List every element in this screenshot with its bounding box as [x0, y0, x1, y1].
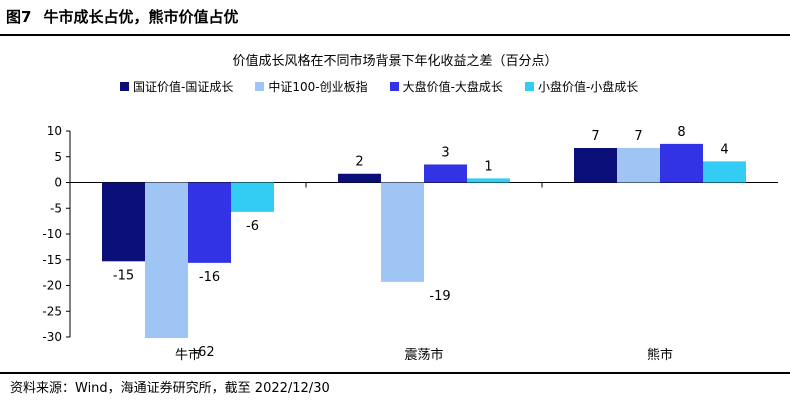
legend-item-0: 国证价值-国证成长 — [120, 78, 233, 95]
legend-label-2: 大盘价值-大盘成长 — [402, 80, 503, 94]
bar-2-0 — [188, 182, 231, 263]
bar-1-2 — [617, 147, 660, 183]
source-note: 资料来源：Wind，海通证券研究所，截至 2022/12/30 — [10, 381, 330, 396]
bar-3-0 — [231, 182, 274, 212]
y-tick-label: -15 — [42, 253, 62, 267]
category-label: 震荡市 — [404, 347, 443, 363]
legend-swatch-2 — [389, 82, 399, 91]
y-tick-label: -10 — [42, 227, 62, 241]
legend-item-3: 小盘价值-小盘成长 — [524, 78, 639, 95]
bottom-rule — [0, 372, 790, 374]
data-label: 2 — [355, 155, 363, 170]
category-label: 熊市 — [647, 347, 673, 363]
figure-title-row: 图7 牛市成长占优，熊市价值占优 — [6, 6, 238, 27]
y-tick-label: -25 — [42, 304, 62, 318]
y-tick-label: 10 — [47, 124, 62, 138]
category-label: 牛市 — [175, 347, 201, 363]
bar-2-2 — [660, 143, 703, 183]
data-label: -19 — [429, 289, 450, 304]
data-label: -62 — [193, 345, 214, 360]
y-tick-label: 0 — [54, 176, 62, 190]
chart-title: 价值成长风格在不同市场背景下年化收益之差（百分点） — [232, 54, 558, 69]
figure-number: 图7 — [6, 8, 32, 26]
y-tick-label: -20 — [42, 279, 62, 293]
bar-0-0 — [102, 182, 145, 262]
legend-swatch-1 — [255, 82, 265, 91]
y-tick-label: -5 — [50, 201, 62, 215]
legend-swatch-0 — [120, 82, 129, 91]
legend-swatch-3 — [524, 82, 534, 91]
data-label: 3 — [441, 145, 449, 160]
data-label: -16 — [199, 270, 220, 285]
data-label: 8 — [677, 125, 685, 140]
legend-label-0: 国证价值-国证成长 — [133, 80, 234, 94]
bar-2-1 — [424, 164, 467, 183]
data-label: -6 — [246, 219, 259, 234]
bar-1-0 — [145, 182, 188, 339]
legend-label-1: 中证100-创业板指 — [268, 80, 368, 94]
legend-label-3: 小盘价值-小盘成长 — [537, 80, 639, 94]
data-label: 7 — [634, 129, 642, 144]
data-label: 1 — [484, 159, 492, 174]
bar-1-1 — [381, 182, 424, 282]
bar-3-1 — [467, 178, 510, 183]
legend-item-2: 大盘价值-大盘成长 — [389, 78, 503, 95]
bar-0-1 — [338, 173, 381, 183]
data-label: 4 — [720, 142, 728, 157]
bar-0-2 — [574, 147, 617, 183]
legend: 国证价值-国证成长 中证100-创业板指 大盘价值-大盘成长 小盘价值-小盘成长 — [120, 78, 638, 95]
data-label: 7 — [591, 129, 599, 144]
data-label: -15 — [113, 268, 134, 283]
y-tick-label: -30 — [42, 330, 62, 344]
top-rule — [0, 34, 790, 36]
y-tick-label: 5 — [54, 150, 62, 164]
figure-title: 牛市成长占优，熊市价值占优 — [43, 8, 239, 26]
bar-3-2 — [703, 161, 746, 183]
legend-item-1: 中证100-创业板指 — [255, 78, 368, 95]
